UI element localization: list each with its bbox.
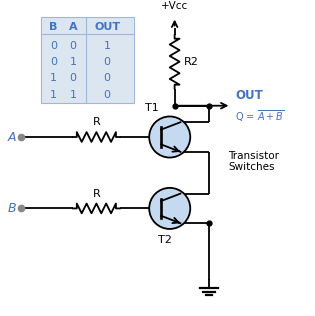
Text: 1: 1 [104, 41, 111, 51]
Text: OUT: OUT [94, 22, 120, 33]
Text: Q = $\overline{A+B}$: Q = $\overline{A+B}$ [235, 109, 285, 124]
Text: 1: 1 [69, 57, 77, 67]
Text: 0: 0 [69, 41, 77, 51]
FancyBboxPatch shape [41, 17, 134, 103]
Text: T1: T1 [145, 103, 159, 112]
Text: T2: T2 [158, 235, 172, 245]
Text: B: B [8, 202, 16, 215]
Text: 0: 0 [104, 73, 111, 83]
Circle shape [149, 188, 190, 229]
Text: A: A [8, 131, 16, 143]
Text: 0: 0 [50, 41, 57, 51]
Text: R: R [93, 117, 100, 127]
Text: A: A [69, 22, 77, 33]
Text: 1: 1 [69, 90, 77, 100]
Text: 0: 0 [69, 73, 77, 83]
Text: B: B [49, 22, 58, 33]
Text: 1: 1 [50, 73, 57, 83]
Text: R: R [93, 189, 100, 199]
Text: Transistor
Switches: Transistor Switches [228, 151, 279, 172]
Text: 0: 0 [104, 90, 111, 100]
Text: R2: R2 [183, 57, 198, 67]
Text: 0: 0 [104, 57, 111, 67]
Text: 0: 0 [50, 57, 57, 67]
Text: +Vcc: +Vcc [161, 1, 188, 11]
Circle shape [149, 117, 190, 158]
Text: 1: 1 [50, 90, 57, 100]
Text: OUT: OUT [235, 89, 263, 102]
